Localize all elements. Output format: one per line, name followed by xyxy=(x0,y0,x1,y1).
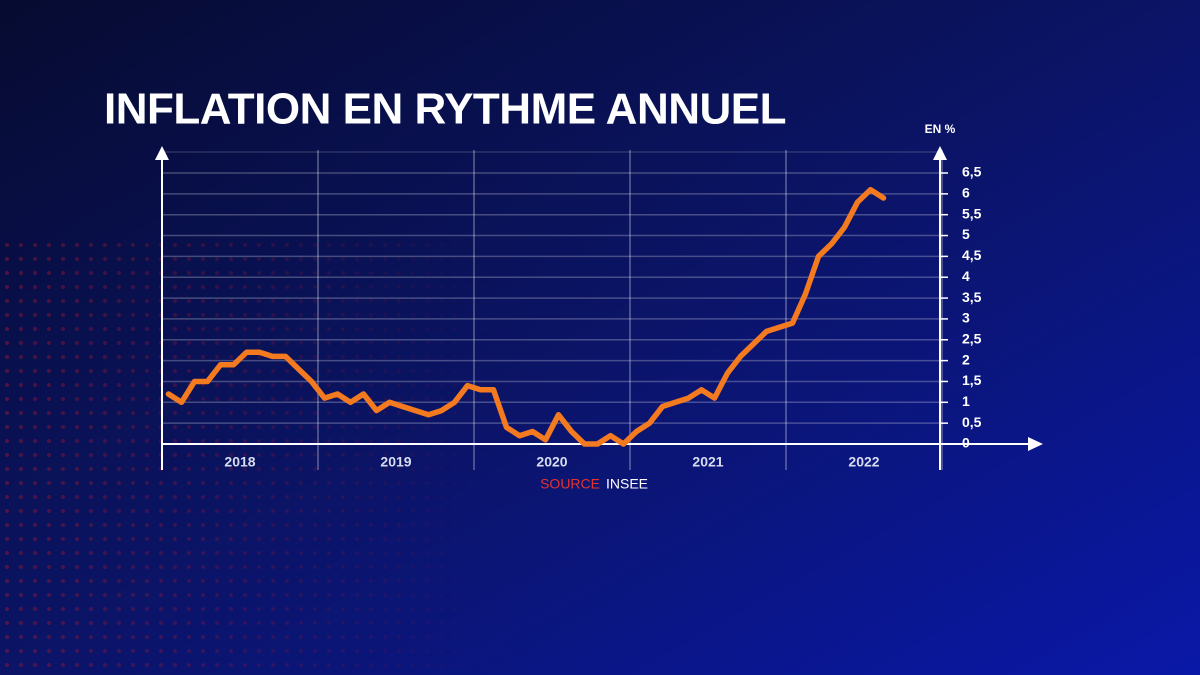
chart-title: INFLATION EN RYTHME ANNUEL xyxy=(104,85,786,134)
data-line xyxy=(165,186,887,447)
y-tick-label: 5,5 xyxy=(962,205,982,221)
y-tick-label: 3 xyxy=(962,310,970,326)
y-axis-label: EN % xyxy=(925,122,956,136)
y-tick-label: 6 xyxy=(962,185,970,201)
y-tick-label: 5 xyxy=(962,226,970,242)
y-tick-label: 1,5 xyxy=(962,372,982,388)
y-tick-label: 3,5 xyxy=(962,289,982,305)
x-tick-label: 2018 xyxy=(224,454,255,470)
x-tick-label: 2019 xyxy=(380,454,411,470)
y-tick-label: 4,5 xyxy=(962,247,982,263)
arrow xyxy=(933,146,947,160)
dot-pattern xyxy=(0,240,1200,675)
y-tick-label: 2,5 xyxy=(962,330,982,346)
y-tick-label: 0 xyxy=(962,435,970,451)
source: INSEE xyxy=(606,476,648,492)
y-tick-label: 0,5 xyxy=(962,414,982,430)
x-tick-label: 2021 xyxy=(692,454,723,470)
x-tick-label: 2022 xyxy=(848,454,879,470)
arrow xyxy=(155,146,169,160)
arrow xyxy=(1028,437,1043,451)
y-tick-label: 2 xyxy=(962,351,970,367)
y-tick-label: 6,5 xyxy=(962,164,982,180)
source-label: SOURCE xyxy=(540,476,600,492)
y-tick-label: 1 xyxy=(962,393,970,409)
x-tick-label: 2020 xyxy=(536,454,567,470)
y-tick-label: 4 xyxy=(962,268,970,284)
